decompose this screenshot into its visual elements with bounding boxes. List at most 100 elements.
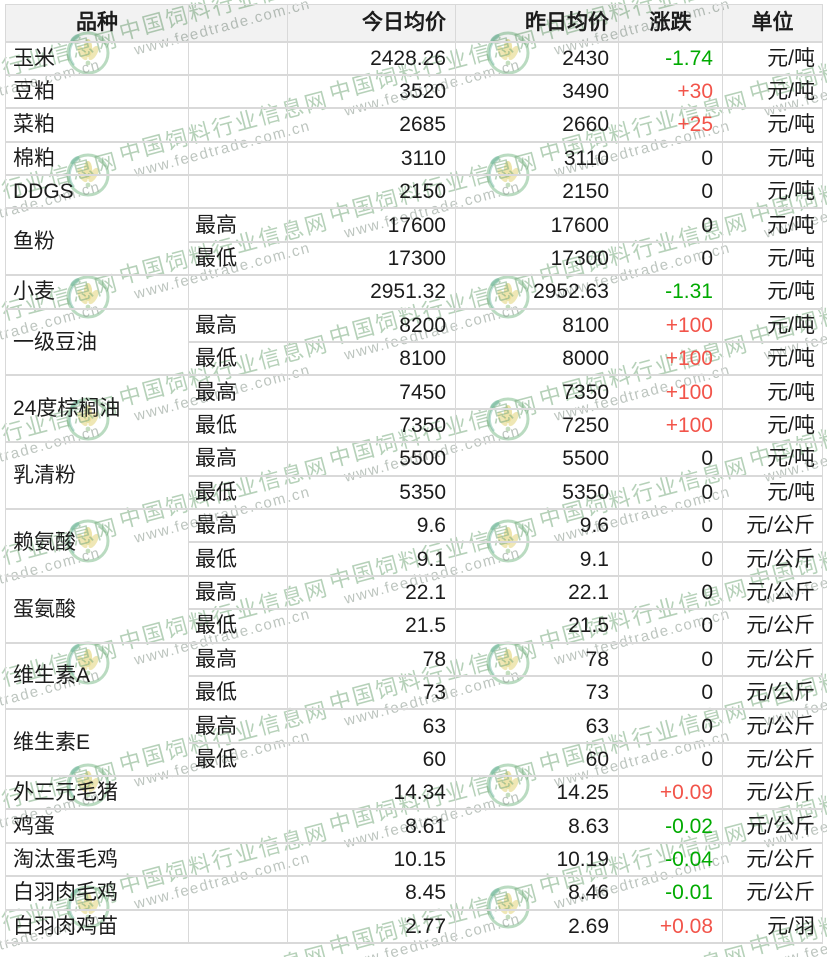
cell-unit: 元/公斤 [722,808,823,844]
cell-yesterday-price: 8100 [455,308,619,344]
table-row: 维生素E 最高 63 63 0 元/公斤 [5,708,823,778]
cell-subrow-label: 最高 [188,374,288,410]
cell-unit: 元/公斤 [722,875,823,911]
cell-change: 0 [618,675,723,711]
cell-subrow-label [188,875,288,911]
cell-subrow-label [188,174,288,210]
cell-today-price: 17300 [287,241,456,277]
cell-unit: 元/吨 [722,408,823,444]
cell-subrow-label: 最高 [188,642,288,677]
cell-today-price: 78 [287,642,456,677]
table-row: 最低 5350 5350 0 元/吨 [6,475,823,510]
cell-yesterday-price: 73 [455,675,619,711]
cell-yesterday-price: 60 [455,742,619,778]
cell-variety: 菜粕 [5,107,189,143]
cell-yesterday-price: 3110 [455,141,619,177]
cell-variety: 玉米 [5,40,189,76]
cell-change: 0 [618,241,723,277]
cell-yesterday-price: 7350 [455,374,619,410]
cell-unit: 元/公斤 [722,842,823,878]
cell-change: 0 [618,742,723,778]
cell-subrow-label [188,808,288,844]
cell-change: +0.09 [618,775,723,811]
cell-today-price: 8200 [287,308,456,344]
table-row: 最低 60 60 0 元/公斤 [6,742,823,778]
cell-variety: 白羽肉毛鸡 [5,875,189,911]
cell-unit: 元/吨 [722,174,823,210]
cell-today-price: 9.6 [287,508,456,544]
table-row: 最低 17300 17300 0 元/吨 [6,241,823,277]
cell-change: -1.74 [618,40,723,76]
cell-change: 0 [618,508,723,544]
col-header-variety: 品种 [5,4,189,43]
cell-yesterday-price: 63 [455,708,619,744]
table-row: 24度棕榈油 最高 7450 7350 +100 元/吨 [5,374,823,444]
cell-change: 0 [618,608,723,644]
cell-unit: 元/吨 [722,274,823,310]
cell-subrow-label [188,842,288,878]
cell-unit: 元/吨 [722,207,823,243]
cell-change: 0 [618,441,723,477]
cell-change: 0 [618,642,723,677]
cell-change: +100 [618,308,723,344]
cell-today-price: 14.34 [287,775,456,811]
col-header-unit: 单位 [722,4,823,43]
cell-today-price: 9.1 [287,541,456,577]
cell-change: -0.01 [618,875,723,911]
cell-today-price: 5350 [287,475,456,510]
cell-yesterday-price: 7250 [455,408,619,444]
cell-unit: 元/公斤 [722,708,823,744]
table-row: 豆粕 3520 3490 +30 元/吨 [5,74,823,110]
cell-subrow-label: 最高 [188,575,288,611]
cell-unit: 元/公斤 [722,541,823,577]
table-row: 白羽肉鸡苗 2.77 2.69 +0.08 元/羽 [5,909,823,945]
cell-unit: 元/公斤 [722,508,823,544]
cell-today-price: 7450 [287,374,456,410]
cell-variety: 淘汰蛋毛鸡 [5,842,189,878]
cell-unit: 元/公斤 [722,608,823,644]
cell-change: -0.02 [618,808,723,844]
cell-today-price: 8.45 [287,875,456,911]
cell-yesterday-price: 2952.63 [455,274,619,310]
cell-yesterday-price: 17600 [455,207,619,243]
table-row: 菜粕 2685 2660 +25 元/吨 [5,107,823,143]
cell-yesterday-price: 8.63 [455,808,619,844]
cell-today-price: 3520 [287,74,456,110]
cell-subrow-label: 最低 [188,408,288,444]
cell-unit: 元/吨 [722,241,823,277]
cell-subrow-label: 最低 [188,541,288,577]
cell-yesterday-price: 22.1 [455,575,619,611]
cell-yesterday-price: 8.46 [455,875,619,911]
cell-today-price: 60 [287,742,456,778]
cell-today-price: 2.77 [287,909,456,945]
cell-change: 0 [618,708,723,744]
cell-today-price: 8100 [287,341,456,377]
cell-change: +100 [618,341,723,377]
cell-today-price: 10.15 [287,842,456,878]
cell-subrow-label: 最高 [188,708,288,744]
cell-unit: 元/吨 [722,40,823,76]
cell-variety: 蛋氨酸 [5,575,189,644]
col-header-subtype [188,4,288,43]
cell-subrow-label: 最高 [188,207,288,243]
cell-change: +100 [618,408,723,444]
cell-change: 0 [618,575,723,611]
cell-variety: 鸡蛋 [5,808,189,844]
cell-today-price: 2685 [287,107,456,143]
cell-subrow-label: 最低 [188,341,288,377]
table-row: 鱼粉 最高 17600 17600 0 元/吨 [5,207,823,277]
cell-today-price: 5500 [287,441,456,477]
cell-today-price: 21.5 [287,608,456,644]
cell-variety: DDGS [5,174,189,210]
cell-unit: 元/公斤 [722,775,823,811]
cell-yesterday-price: 2.69 [455,909,619,945]
cell-subrow-label: 最低 [188,475,288,510]
table-row: 淘汰蛋毛鸡 10.15 10.19 -0.04 元/公斤 [5,842,823,878]
cell-subrow-label: 最低 [188,241,288,277]
table-row: 鸡蛋 8.61 8.63 -0.02 元/公斤 [5,808,823,844]
table-row: DDGS 2150 2150 0 元/吨 [5,174,823,210]
cell-variety: 棉粕 [5,141,189,177]
table-row: 外三元毛猪 14.34 14.25 +0.09 元/公斤 [5,775,823,811]
table-row: 维生素A 最高 78 78 0 元/公斤 [5,642,823,711]
cell-yesterday-price: 2150 [455,174,619,210]
